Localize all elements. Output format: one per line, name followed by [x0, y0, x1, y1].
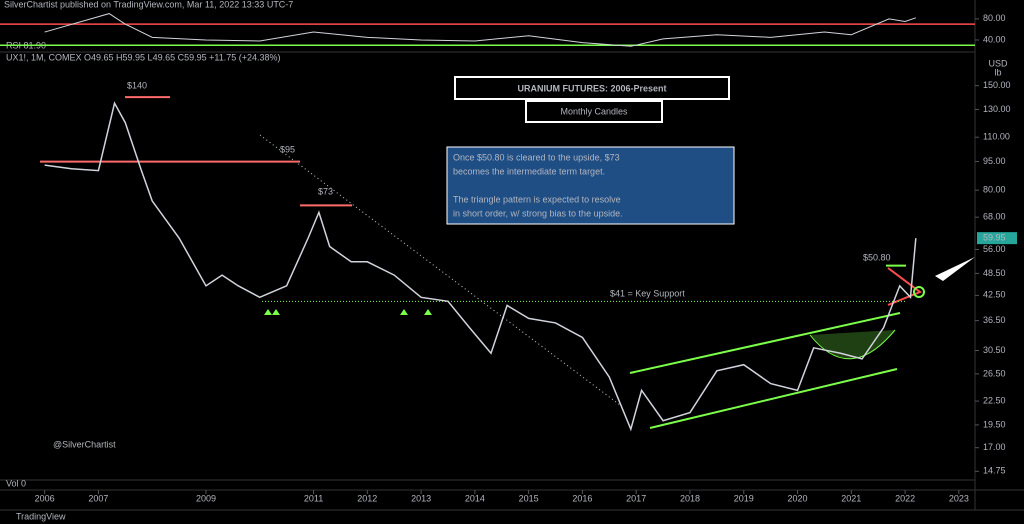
x-tick-label: 2019 — [734, 493, 754, 503]
x-tick-label: 2022 — [895, 493, 915, 503]
rsi-line — [44, 13, 917, 47]
x-tick-label: 2020 — [788, 493, 808, 503]
y-tick-label: 110.00 — [983, 132, 1010, 142]
currency: USD — [988, 58, 1008, 68]
y-tick-label: 17.00 — [983, 442, 1006, 452]
x-tick-label: 2016 — [572, 493, 592, 503]
x-tick-label: 2007 — [88, 493, 108, 503]
level-label: $140 — [127, 80, 147, 90]
x-tick-label: 2021 — [841, 493, 861, 503]
y-tick-label: 48.50 — [983, 268, 1006, 278]
note-line: becomes the intermediate term target. — [453, 166, 605, 176]
note-line: The triangle pattern is expected to reso… — [453, 194, 621, 204]
y-tick-label: 150.00 — [983, 80, 1011, 90]
last-price-label: 59.95 — [983, 233, 1006, 243]
level-label: $73 — [318, 186, 333, 196]
x-tick-label: 2018 — [680, 493, 700, 503]
channel-top — [629, 312, 901, 374]
footer: TradingView — [16, 511, 66, 521]
header: SilverChartist published on TradingView.… — [4, 0, 293, 9]
x-tick-label: 2015 — [519, 493, 539, 503]
note-line: Once $50.80 is cleared to the upside, $7… — [453, 152, 620, 162]
y-tick-label: 95.00 — [983, 156, 1006, 166]
y-tick-label: 80.00 — [983, 185, 1006, 195]
x-tick-label: 2017 — [626, 493, 646, 503]
level-label: $41 = Key Support — [610, 288, 685, 298]
x-tick-label: 2011 — [304, 493, 323, 503]
y-tick-label: 36.50 — [983, 315, 1006, 325]
last-price-box — [977, 232, 1017, 245]
arrow — [935, 257, 975, 281]
x-tick-label: 2013 — [411, 493, 431, 503]
y-tick-label: 56.00 — [983, 244, 1006, 254]
note-box — [446, 146, 735, 225]
chart-subtitle: Monthly Candles — [560, 106, 628, 116]
symbol-info: UX1!, 1M, COMEX O49.65 H59.95 L49.65 C59… — [6, 52, 281, 62]
y-tick-label: 68.00 — [983, 212, 1006, 222]
y-tick-label: 42.50 — [983, 290, 1006, 300]
y-tick-label: 130.00 — [983, 104, 1011, 114]
breakout-circle — [913, 286, 925, 298]
x-tick-label: 2014 — [465, 493, 485, 503]
x-tick-label: 2006 — [35, 493, 55, 503]
triangle — [887, 267, 923, 306]
note-line: in short order, w/ strong bias to the up… — [453, 208, 623, 218]
chart-title: URANIUM FUTURES: 2006-Present — [517, 83, 666, 93]
watermark: @SilverChartist — [53, 439, 116, 449]
price-line — [44, 101, 917, 432]
y-tick-label: 30.50 — [983, 345, 1006, 355]
x-tick-label: 2012 — [357, 493, 377, 503]
level-label: $95 — [280, 144, 295, 154]
x-tick-label: 2009 — [196, 493, 216, 503]
level-label: $50.80 — [863, 252, 891, 262]
trendline — [259, 134, 621, 406]
volume-label: Vol 0 — [6, 478, 26, 488]
rsi-tick-label: 40.00 — [983, 34, 1006, 44]
x-tick-label: 2023 — [949, 493, 969, 503]
y-tick-label: 14.75 — [983, 466, 1006, 476]
unit: lb — [994, 67, 1001, 77]
title-box — [454, 76, 730, 100]
y-tick-label: 19.50 — [983, 419, 1006, 429]
subtitle-box — [525, 100, 663, 123]
y-tick-label: 26.50 — [983, 368, 1006, 378]
channel-bottom — [649, 368, 898, 429]
rsi-tick-label: 80.00 — [983, 13, 1006, 23]
y-tick-label: 22.50 — [983, 395, 1006, 405]
